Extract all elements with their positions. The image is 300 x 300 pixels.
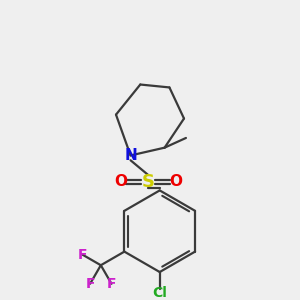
Text: O: O	[114, 174, 128, 189]
Text: F: F	[107, 277, 116, 291]
Text: N: N	[124, 148, 137, 163]
Text: F: F	[78, 248, 87, 262]
Text: S: S	[142, 173, 154, 191]
Text: O: O	[169, 174, 182, 189]
Text: F: F	[85, 277, 95, 291]
Text: Cl: Cl	[152, 286, 167, 300]
